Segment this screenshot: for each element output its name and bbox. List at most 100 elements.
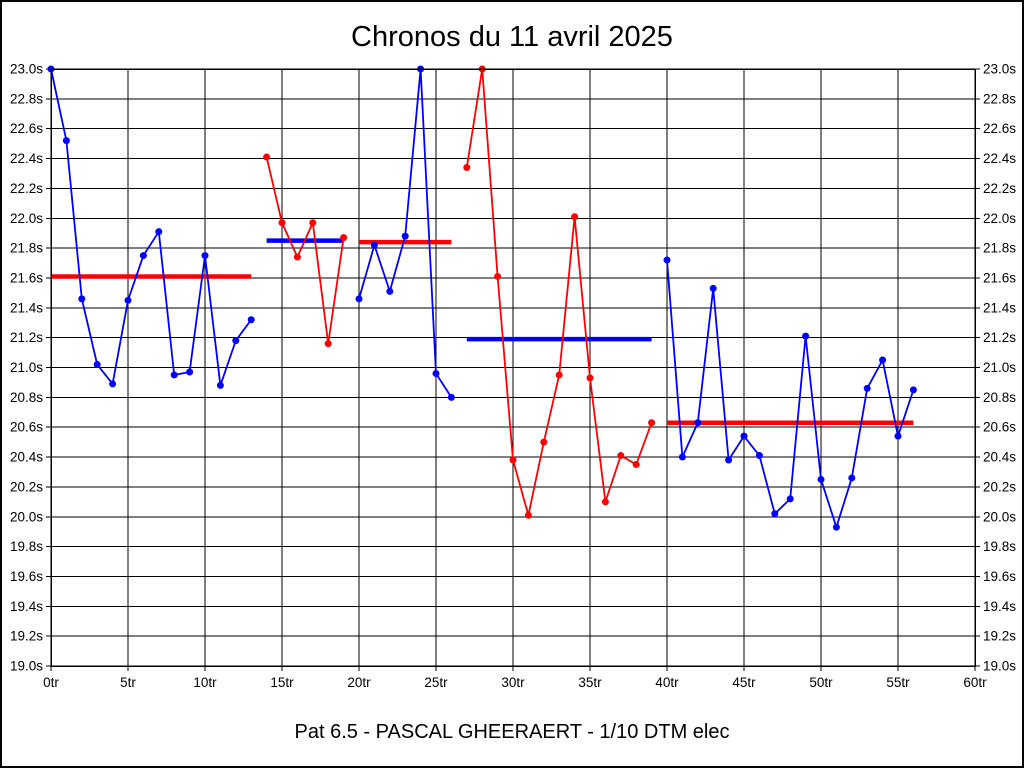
y-axis-label-left: 19.2s	[10, 629, 43, 644]
x-axis-label: 5tr	[120, 675, 136, 690]
data-point-stint-5-lap-42	[694, 419, 702, 427]
y-axis-label-left: 22.8s	[10, 91, 43, 106]
y-axis-label-right: 21.4s	[983, 300, 1016, 315]
data-point-stint-2-lap-19	[340, 234, 348, 242]
x-axis-label: 0tr	[43, 675, 59, 690]
x-axis-label: 60tr	[963, 675, 987, 690]
y-axis-label-left: 21.2s	[10, 330, 43, 345]
data-series	[47, 65, 917, 531]
y-axis-label-right: 20.2s	[983, 479, 1016, 494]
y-axis-label-right: 19.6s	[983, 569, 1016, 584]
x-axis-label: 20tr	[347, 675, 371, 690]
data-point-stint-5-lap-49	[802, 332, 810, 340]
y-axis-label-left: 21.0s	[10, 360, 43, 375]
y-axis-label-right: 23.0s	[983, 62, 1016, 77]
x-axis-label: 30tr	[501, 675, 525, 690]
average-lines	[51, 238, 914, 425]
data-point-stint-5-lap-46	[755, 452, 763, 460]
data-point-stint-2-lap-15	[278, 219, 286, 227]
data-point-stint-3-lap-23	[401, 232, 409, 240]
data-point-stint-5-lap-51	[832, 523, 840, 531]
data-point-stint-4-lap-36	[601, 498, 609, 506]
x-axis-label: 25tr	[424, 675, 448, 690]
series-line-stint-2	[265, 156, 345, 345]
data-point-stint-4-lap-29	[494, 272, 502, 280]
y-axis-label-right: 21.8s	[983, 241, 1016, 256]
data-point-stint-5-lap-52	[848, 474, 856, 482]
series-line-stint-1	[50, 68, 252, 387]
y-axis-label-right: 22.8s	[983, 91, 1016, 106]
series-line-stint-4	[465, 68, 653, 517]
chart-title: Chronos du 11 avril 2025	[351, 21, 673, 53]
data-point-stint-5-lap-55	[894, 432, 902, 440]
data-point-stint-4-lap-31	[524, 511, 532, 519]
y-axis-label-left: 20.2s	[10, 479, 43, 494]
y-axis-label-left: 19.0s	[10, 659, 43, 674]
data-point-stint-1-lap-10	[201, 252, 209, 260]
data-point-stint-1-lap-7	[155, 228, 163, 236]
data-point-stint-5-lap-56	[909, 386, 917, 394]
x-axis-label: 35tr	[578, 675, 602, 690]
data-point-stint-3-lap-20	[355, 295, 363, 303]
data-point-stint-4-lap-33	[555, 371, 563, 379]
y-axis-label-left: 21.8s	[10, 241, 43, 256]
y-axis-label-right: 22.0s	[983, 211, 1016, 226]
data-point-stint-5-lap-53	[863, 384, 871, 392]
y-axis-label-right: 19.8s	[983, 539, 1016, 554]
data-point-stint-1-lap-11	[216, 381, 224, 389]
axis-labels: 23.0s 23.0s 22.8s 22.8s 22.6s 22.6s 22.4s 22.4s…	[10, 62, 1016, 691]
data-point-stint-1-lap-1	[62, 137, 70, 145]
y-axis-label-left: 22.6s	[10, 121, 43, 136]
data-point-stint-5-lap-48	[786, 495, 794, 503]
y-axis-label-left: 23.0s	[10, 62, 43, 77]
y-axis-label-left: 22.2s	[10, 181, 43, 196]
data-point-stint-2-lap-16	[293, 253, 301, 261]
y-axis-label-right: 21.2s	[983, 330, 1016, 345]
y-axis-label-left: 20.8s	[10, 390, 43, 405]
data-point-stint-5-lap-54	[879, 356, 887, 364]
y-axis-label-left: 21.6s	[10, 270, 43, 285]
data-point-stint-5-lap-50	[817, 475, 825, 483]
y-axis-label-left: 19.4s	[10, 599, 43, 614]
data-point-stint-4-lap-34	[571, 213, 579, 221]
data-point-stint-1-lap-4	[109, 380, 117, 388]
data-point-stint-2-lap-18	[324, 340, 332, 348]
y-axis-label-right: 21.6s	[983, 270, 1016, 285]
x-axis-label: 45tr	[732, 675, 756, 690]
x-axis-label: 10tr	[193, 675, 217, 690]
data-point-stint-3-lap-25	[432, 369, 440, 377]
data-point-stint-5-lap-40	[663, 256, 671, 264]
data-point-stint-4-lap-38	[632, 461, 640, 469]
x-axis-label: 15tr	[270, 675, 294, 690]
chart-footer-caption: Pat 6.5 - PASCAL GHEERAERT - 1/10 DTM el…	[294, 721, 730, 743]
data-point-stint-1-lap-13	[247, 316, 255, 324]
y-axis-label-right: 19.0s	[983, 659, 1016, 674]
plot-border	[50, 68, 976, 667]
data-point-stint-5-lap-47	[771, 510, 779, 518]
y-axis-label-right: 22.4s	[983, 151, 1016, 166]
data-point-stint-5-lap-41	[678, 453, 686, 461]
y-axis-label-left: 19.8s	[10, 539, 43, 554]
data-point-stint-4-lap-30	[509, 456, 517, 464]
y-axis-label-left: 20.0s	[10, 509, 43, 524]
data-point-stint-1-lap-12	[232, 337, 240, 345]
y-axis-label-right: 19.4s	[983, 599, 1016, 614]
data-point-stint-1-lap-8	[170, 371, 178, 379]
data-point-stint-5-lap-45	[740, 432, 748, 440]
data-point-stint-1-lap-3	[93, 361, 101, 369]
data-point-stint-5-lap-44	[725, 456, 733, 464]
data-point-stint-4-lap-39	[648, 419, 656, 427]
data-point-stint-2-lap-14	[263, 153, 271, 161]
y-axis-label-left: 22.0s	[10, 211, 43, 226]
data-point-stint-1-lap-6	[139, 252, 147, 260]
data-point-stint-5-lap-43	[709, 284, 717, 292]
data-point-stint-1-lap-2	[78, 295, 86, 303]
data-point-stint-4-lap-35	[586, 374, 594, 382]
x-axis-label: 55tr	[886, 675, 910, 690]
y-axis-label-right: 20.4s	[983, 450, 1016, 465]
y-axis-label-right: 22.2s	[983, 181, 1016, 196]
y-axis-label-right: 22.6s	[983, 121, 1016, 136]
y-axis-label-right: 20.0s	[983, 509, 1016, 524]
